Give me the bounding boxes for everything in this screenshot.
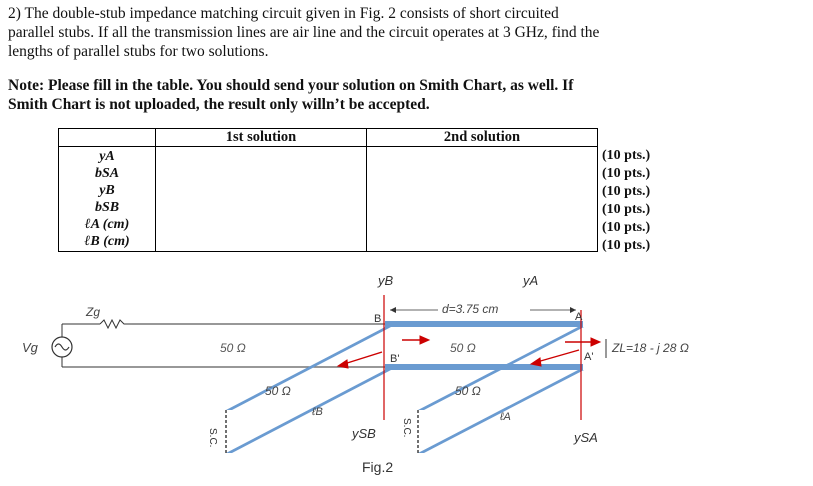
distance-label-bg (438, 302, 530, 316)
ya-label: yA (522, 273, 538, 288)
ysb-label: ySB (351, 426, 376, 441)
arrow-head-left (390, 307, 396, 313)
distance-label: d=3.75 cm (442, 302, 498, 316)
points-row: (10 pts.) (602, 166, 651, 181)
row-label-yb: yB (99, 183, 115, 198)
sc2-label: S.C. (401, 418, 412, 437)
zg-label: Zg (85, 305, 100, 319)
sc1-label: S.C. (207, 428, 218, 447)
top-line-right (385, 321, 583, 327)
problem-statement: 2) The double-stub impedance matching ci… (8, 4, 808, 61)
line2-impedance: 50 Ω (450, 341, 476, 355)
figure-caption: Fig.2 (362, 459, 393, 475)
note-line-2: Smith Chart is not uploaded, the result … (8, 96, 430, 113)
problem-line-2: parallel stubs. If all the transmission … (8, 24, 600, 41)
points-row: (10 pts.) (602, 184, 651, 199)
cell-1st-solution[interactable] (155, 146, 367, 252)
zg-resistor (99, 318, 132, 330)
row-label-la: ℓA (cm) (84, 217, 130, 232)
bottom-line-right (385, 364, 583, 370)
node-a-label: A (575, 311, 583, 323)
note-line-1: Note: Please fill in the table. You shou… (8, 77, 574, 94)
stub2-impedance: 50 Ω (455, 384, 481, 398)
header-2nd-solution: 2nd solution (366, 128, 598, 147)
row-label-ya: yA (99, 149, 115, 164)
row-labels: yA bSA yB bSB ℓA (cm) ℓB (cm) (58, 146, 156, 252)
voltage-source (51, 323, 130, 368)
stub-b (225, 327, 391, 453)
note: Note: Please fill in the table. You shou… (8, 76, 808, 114)
lb-label: ℓB (311, 406, 323, 418)
points-row: (10 pts.) (602, 148, 651, 163)
stub1-impedance: 50 Ω (265, 384, 291, 398)
yb-label: yB (377, 273, 394, 288)
answer-table: 1st solution 2nd solution yA bSA yB bSB … (58, 128, 598, 252)
problem-line-1: 2) The double-stub impedance matching ci… (8, 5, 559, 22)
line1-impedance: 50 Ω (220, 341, 246, 355)
points-column: (10 pts.) (10 pts.) (10 pts.) (10 pts.) … (602, 147, 650, 255)
problem-line-3: lengths of parallel stubs for two soluti… (8, 43, 269, 60)
node-bp-label: B' (390, 353, 399, 365)
la-label: ℓA (499, 411, 511, 423)
cell-2nd-solution[interactable] (366, 146, 598, 252)
points-row: (10 pts.) (602, 238, 651, 253)
points-row: (10 pts.) (602, 202, 651, 217)
points-row: (10 pts.) (602, 220, 651, 235)
ysa-label: ySA (573, 430, 598, 445)
row-label-bsb: bSB (94, 200, 120, 215)
vg-label: Vg (22, 340, 39, 355)
node-b-label: B (374, 313, 381, 325)
node-ap-label: A' (584, 351, 593, 363)
stub-a (417, 327, 584, 453)
arrow-head-right (570, 307, 576, 313)
row-label-lb: ℓB (cm) (84, 234, 130, 249)
admittance-arrows (336, 335, 602, 369)
row-label-bsa: bSA (94, 166, 120, 181)
load-impedance: ZL=18 - j 28 Ω (611, 341, 689, 355)
